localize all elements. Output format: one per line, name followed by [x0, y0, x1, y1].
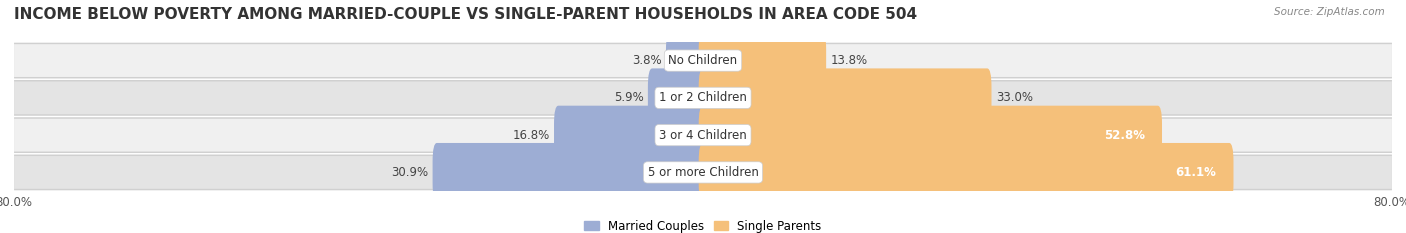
- FancyBboxPatch shape: [699, 69, 991, 127]
- FancyBboxPatch shape: [14, 82, 1392, 114]
- Text: No Children: No Children: [668, 54, 738, 67]
- Text: 13.8%: 13.8%: [831, 54, 868, 67]
- FancyBboxPatch shape: [14, 119, 1392, 151]
- FancyBboxPatch shape: [699, 143, 1233, 202]
- FancyBboxPatch shape: [699, 106, 1161, 164]
- Text: 61.1%: 61.1%: [1175, 166, 1216, 179]
- Text: 30.9%: 30.9%: [391, 166, 429, 179]
- FancyBboxPatch shape: [666, 31, 707, 90]
- Text: 52.8%: 52.8%: [1104, 129, 1144, 142]
- Text: 5.9%: 5.9%: [614, 91, 644, 104]
- FancyBboxPatch shape: [433, 143, 707, 202]
- FancyBboxPatch shape: [14, 156, 1392, 189]
- FancyBboxPatch shape: [14, 117, 1392, 153]
- Text: 33.0%: 33.0%: [995, 91, 1033, 104]
- FancyBboxPatch shape: [699, 31, 827, 90]
- Text: 3 or 4 Children: 3 or 4 Children: [659, 129, 747, 142]
- Text: 1 or 2 Children: 1 or 2 Children: [659, 91, 747, 104]
- Text: 16.8%: 16.8%: [512, 129, 550, 142]
- FancyBboxPatch shape: [14, 44, 1392, 77]
- Text: 5 or more Children: 5 or more Children: [648, 166, 758, 179]
- FancyBboxPatch shape: [14, 43, 1392, 79]
- Text: 3.8%: 3.8%: [633, 54, 662, 67]
- FancyBboxPatch shape: [648, 69, 707, 127]
- FancyBboxPatch shape: [554, 106, 707, 164]
- FancyBboxPatch shape: [14, 80, 1392, 116]
- Text: Source: ZipAtlas.com: Source: ZipAtlas.com: [1274, 7, 1385, 17]
- FancyBboxPatch shape: [14, 154, 1392, 190]
- Legend: Married Couples, Single Parents: Married Couples, Single Parents: [579, 215, 827, 233]
- Text: INCOME BELOW POVERTY AMONG MARRIED-COUPLE VS SINGLE-PARENT HOUSEHOLDS IN AREA CO: INCOME BELOW POVERTY AMONG MARRIED-COUPL…: [14, 7, 917, 22]
